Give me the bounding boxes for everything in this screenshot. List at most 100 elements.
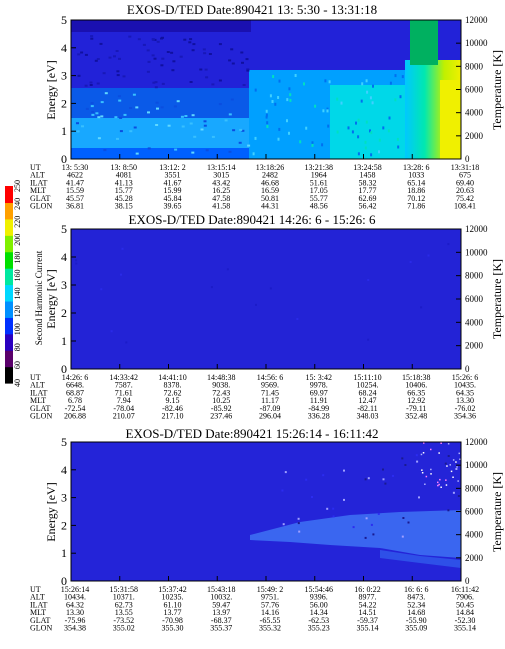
heatmap-speckle xyxy=(122,75,126,78)
table-row-label: MLT xyxy=(30,396,46,405)
heatmap-speckle xyxy=(137,38,141,41)
table-cell: 59.47 xyxy=(212,600,230,609)
heatmap-speckle xyxy=(457,480,459,482)
heatmap-speckle xyxy=(104,92,108,95)
table-cell: 44.31 xyxy=(261,202,279,211)
heatmap-speckle xyxy=(289,98,292,102)
table-cell: 15:11:10 xyxy=(353,373,381,382)
heatmap-speckle xyxy=(282,523,285,526)
table-cell: 4081 xyxy=(116,171,132,180)
table-cell: 206.88 xyxy=(64,412,86,421)
table-cell: 14.68 xyxy=(407,608,425,617)
heatmap-speckle xyxy=(298,530,301,533)
table-row-label: GLON xyxy=(30,624,52,633)
table-cell: 16:11:42 xyxy=(451,585,479,594)
heatmap-speckle xyxy=(420,453,423,456)
table-cell: 15:43:18 xyxy=(207,585,235,594)
heatmap-speckle xyxy=(416,460,419,463)
heatmap-speckle xyxy=(355,121,357,125)
heatmap-speckle xyxy=(372,533,375,536)
table-cell: 15:18:38 xyxy=(402,373,430,382)
table-cell: 14:56: 6 xyxy=(257,373,283,382)
table-cell: 355.23 xyxy=(308,624,330,633)
heatmap-speckle xyxy=(286,119,288,123)
heatmap-speckle xyxy=(458,452,460,455)
heatmap-speckle xyxy=(166,51,170,53)
heatmap-speckle xyxy=(173,105,177,108)
heatmap-speckle xyxy=(418,496,420,499)
colorbar-tick-label: 250 xyxy=(13,180,22,192)
heatmap-speckle xyxy=(303,82,305,86)
heatmap-speckle xyxy=(123,113,127,116)
heatmap-speckle xyxy=(181,125,185,128)
heatmap-speckle xyxy=(388,116,391,120)
heatmap-speckle xyxy=(447,509,450,512)
table-cell: 62.69 xyxy=(359,194,377,203)
panel-3-heatmap xyxy=(70,441,462,582)
heatmap-speckle xyxy=(421,469,423,471)
y-tick-label: 2 xyxy=(61,96,67,110)
table-cell: 41.58 xyxy=(212,202,230,211)
table-cell: 69.40 xyxy=(456,178,474,187)
table-cell: 20.63 xyxy=(456,186,474,195)
table-cell: 15:37:42 xyxy=(158,585,186,594)
table-cell: -68.37 xyxy=(211,616,232,625)
heatmap-speckle xyxy=(351,130,354,134)
y-tick-label: 4 xyxy=(61,463,67,477)
heatmap-speckle xyxy=(84,84,88,87)
table-cell: 12.92 xyxy=(407,396,425,405)
table-cell: 13:24:58 xyxy=(353,163,381,172)
panel-3-orbit-table: UTALTILATMLTGLATGLON15:26:1410434.64.321… xyxy=(30,585,479,633)
panel-2-background xyxy=(71,229,461,369)
y2-tick-label: 10000 xyxy=(465,38,488,48)
heatmap-speckle xyxy=(246,69,250,72)
y2-tick-label: 4000 xyxy=(465,108,484,118)
heatmap-speckle xyxy=(364,478,367,481)
heatmap-speckle xyxy=(113,55,116,58)
colorbar-tick-label: 220 xyxy=(13,216,22,228)
panel-1-top-darkband xyxy=(71,20,251,32)
y2-tick-label: 0 xyxy=(465,364,470,374)
table-cell: 18.86 xyxy=(407,186,425,195)
heatmap-speckle xyxy=(409,261,412,263)
table-cell: 61.10 xyxy=(164,600,182,609)
table-cell: 15:26:14 xyxy=(61,585,89,594)
heatmap-speckle xyxy=(129,107,133,109)
heatmap-speckle xyxy=(232,129,236,132)
heatmap-speckle xyxy=(447,243,450,246)
colorbar-tick-label: 180 xyxy=(13,252,22,264)
heatmap-speckle xyxy=(89,81,93,84)
table-cell: -85.92 xyxy=(211,404,232,413)
panel-1-heatmap xyxy=(70,19,462,160)
table-cell: 355.30 xyxy=(162,624,184,633)
heatmap-speckle xyxy=(94,59,98,62)
heatmap-speckle xyxy=(118,57,121,60)
table-cell: 41.67 xyxy=(164,178,182,187)
heatmap-speckle xyxy=(452,491,455,494)
table-row-label: ALT xyxy=(30,593,45,602)
heatmap-speckle xyxy=(191,114,195,117)
table-cell: 38.15 xyxy=(115,202,133,211)
heatmap-speckle xyxy=(247,144,251,147)
table-cell: 39.65 xyxy=(164,202,182,211)
table-cell: 217.10 xyxy=(162,412,184,421)
heatmap-speckle xyxy=(193,135,197,138)
table-cell: 68.87 xyxy=(66,388,84,397)
colorbar-segment xyxy=(5,300,13,318)
table-cell: 72.62 xyxy=(164,388,182,397)
heatmap-speckle xyxy=(369,129,371,133)
heatmap-speckle xyxy=(110,330,113,333)
heatmap-speckle xyxy=(446,465,448,467)
table-cell: 108.41 xyxy=(454,202,476,211)
table-cell: 352.48 xyxy=(405,412,427,421)
heatmap-speckle xyxy=(230,48,234,51)
heatmap-speckle xyxy=(322,474,325,477)
heatmap-speckle xyxy=(361,82,364,86)
colorbar-segment xyxy=(5,366,13,384)
table-cell: -59.37 xyxy=(357,616,378,625)
heatmap-speckle xyxy=(203,124,207,127)
heatmap-speckle xyxy=(90,102,94,105)
table-row-label: UT xyxy=(30,585,41,594)
heatmap-speckle xyxy=(224,119,228,122)
heatmap-speckle xyxy=(343,498,345,501)
